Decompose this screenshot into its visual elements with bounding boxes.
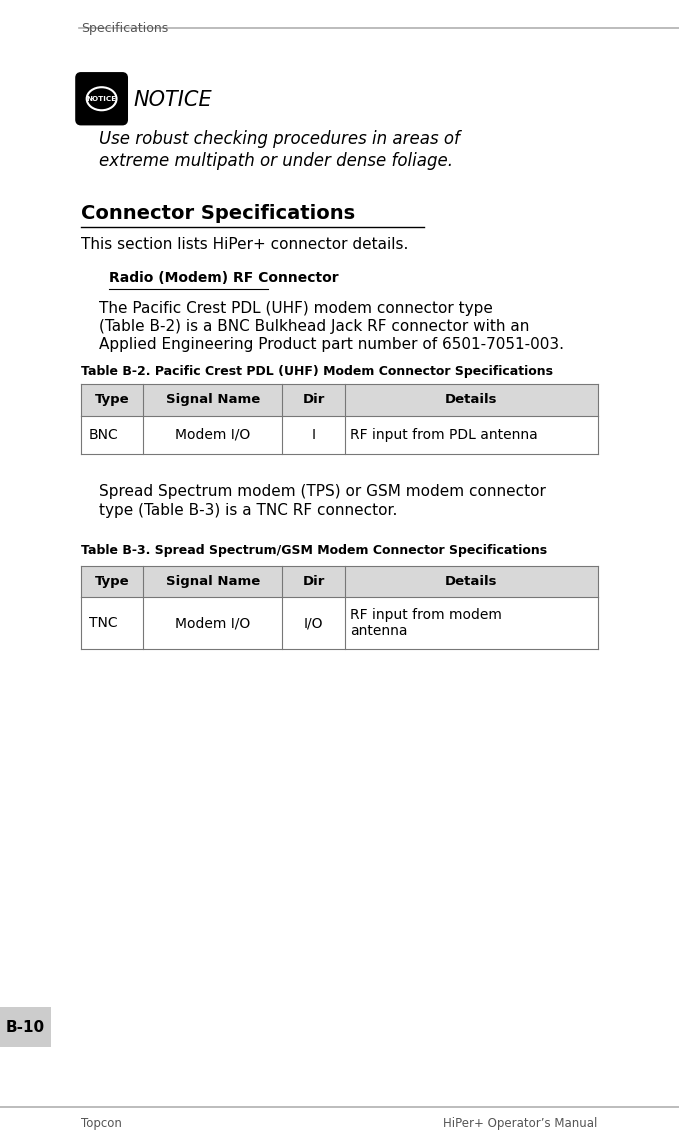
- Text: Details: Details: [445, 574, 497, 588]
- Text: The Pacific Crest PDL (UHF) modem connector type: The Pacific Crest PDL (UHF) modem connec…: [98, 301, 493, 316]
- Text: Connector Specifications: Connector Specifications: [81, 204, 355, 223]
- Text: Topcon: Topcon: [81, 1117, 122, 1130]
- FancyBboxPatch shape: [81, 597, 598, 649]
- Text: Table B-3. Spread Spectrum/GSM Modem Connector Specifications: Table B-3. Spread Spectrum/GSM Modem Con…: [81, 544, 547, 556]
- Text: Dir: Dir: [302, 574, 325, 588]
- Text: I: I: [312, 428, 316, 442]
- Text: Signal Name: Signal Name: [166, 393, 260, 407]
- Text: Use robust checking procedures in areas of: Use robust checking procedures in areas …: [98, 129, 460, 147]
- Text: HiPer+ Operator’s Manual: HiPer+ Operator’s Manual: [444, 1117, 598, 1130]
- Text: This section lists HiPer+ connector details.: This section lists HiPer+ connector deta…: [81, 238, 408, 253]
- Text: (Table B-2) is a BNC Bulkhead Jack RF connector with an: (Table B-2) is a BNC Bulkhead Jack RF co…: [98, 320, 529, 334]
- Text: antenna: antenna: [350, 624, 408, 638]
- Text: Applied Engineering Product part number of 6501-7051-003.: Applied Engineering Product part number …: [98, 338, 563, 352]
- Text: BNC: BNC: [89, 428, 118, 442]
- Text: Modem I/O: Modem I/O: [175, 428, 250, 442]
- FancyBboxPatch shape: [77, 74, 127, 123]
- Text: Type: Type: [94, 393, 129, 407]
- Text: NOTICE: NOTICE: [87, 96, 117, 102]
- Text: Spread Spectrum modem (TPS) or GSM modem connector: Spread Spectrum modem (TPS) or GSM modem…: [98, 484, 546, 499]
- Text: Table B-2. Pacific Crest PDL (UHF) Modem Connector Specifications: Table B-2. Pacific Crest PDL (UHF) Modem…: [81, 365, 553, 378]
- FancyBboxPatch shape: [81, 384, 598, 416]
- Text: Type: Type: [94, 574, 129, 588]
- Text: Specifications: Specifications: [81, 22, 168, 35]
- Text: RF input from modem: RF input from modem: [350, 608, 502, 622]
- FancyBboxPatch shape: [81, 565, 598, 597]
- Text: Modem I/O: Modem I/O: [175, 616, 250, 630]
- Text: NOTICE: NOTICE: [133, 90, 212, 110]
- Text: Signal Name: Signal Name: [166, 574, 260, 588]
- Text: extreme multipath or under dense foliage.: extreme multipath or under dense foliage…: [98, 152, 453, 170]
- Text: RF input from PDL antenna: RF input from PDL antenna: [350, 428, 538, 442]
- FancyBboxPatch shape: [0, 1007, 52, 1047]
- Text: Dir: Dir: [302, 393, 325, 407]
- Text: Radio (Modem) RF Connector: Radio (Modem) RF Connector: [109, 271, 338, 286]
- Text: I/O: I/O: [304, 616, 323, 630]
- Text: type (Table B-3) is a TNC RF connector.: type (Table B-3) is a TNC RF connector.: [98, 503, 397, 518]
- Ellipse shape: [87, 87, 116, 110]
- Text: TNC: TNC: [89, 616, 118, 630]
- Text: Details: Details: [445, 393, 497, 407]
- Text: B-10: B-10: [6, 1020, 45, 1034]
- FancyBboxPatch shape: [81, 416, 598, 454]
